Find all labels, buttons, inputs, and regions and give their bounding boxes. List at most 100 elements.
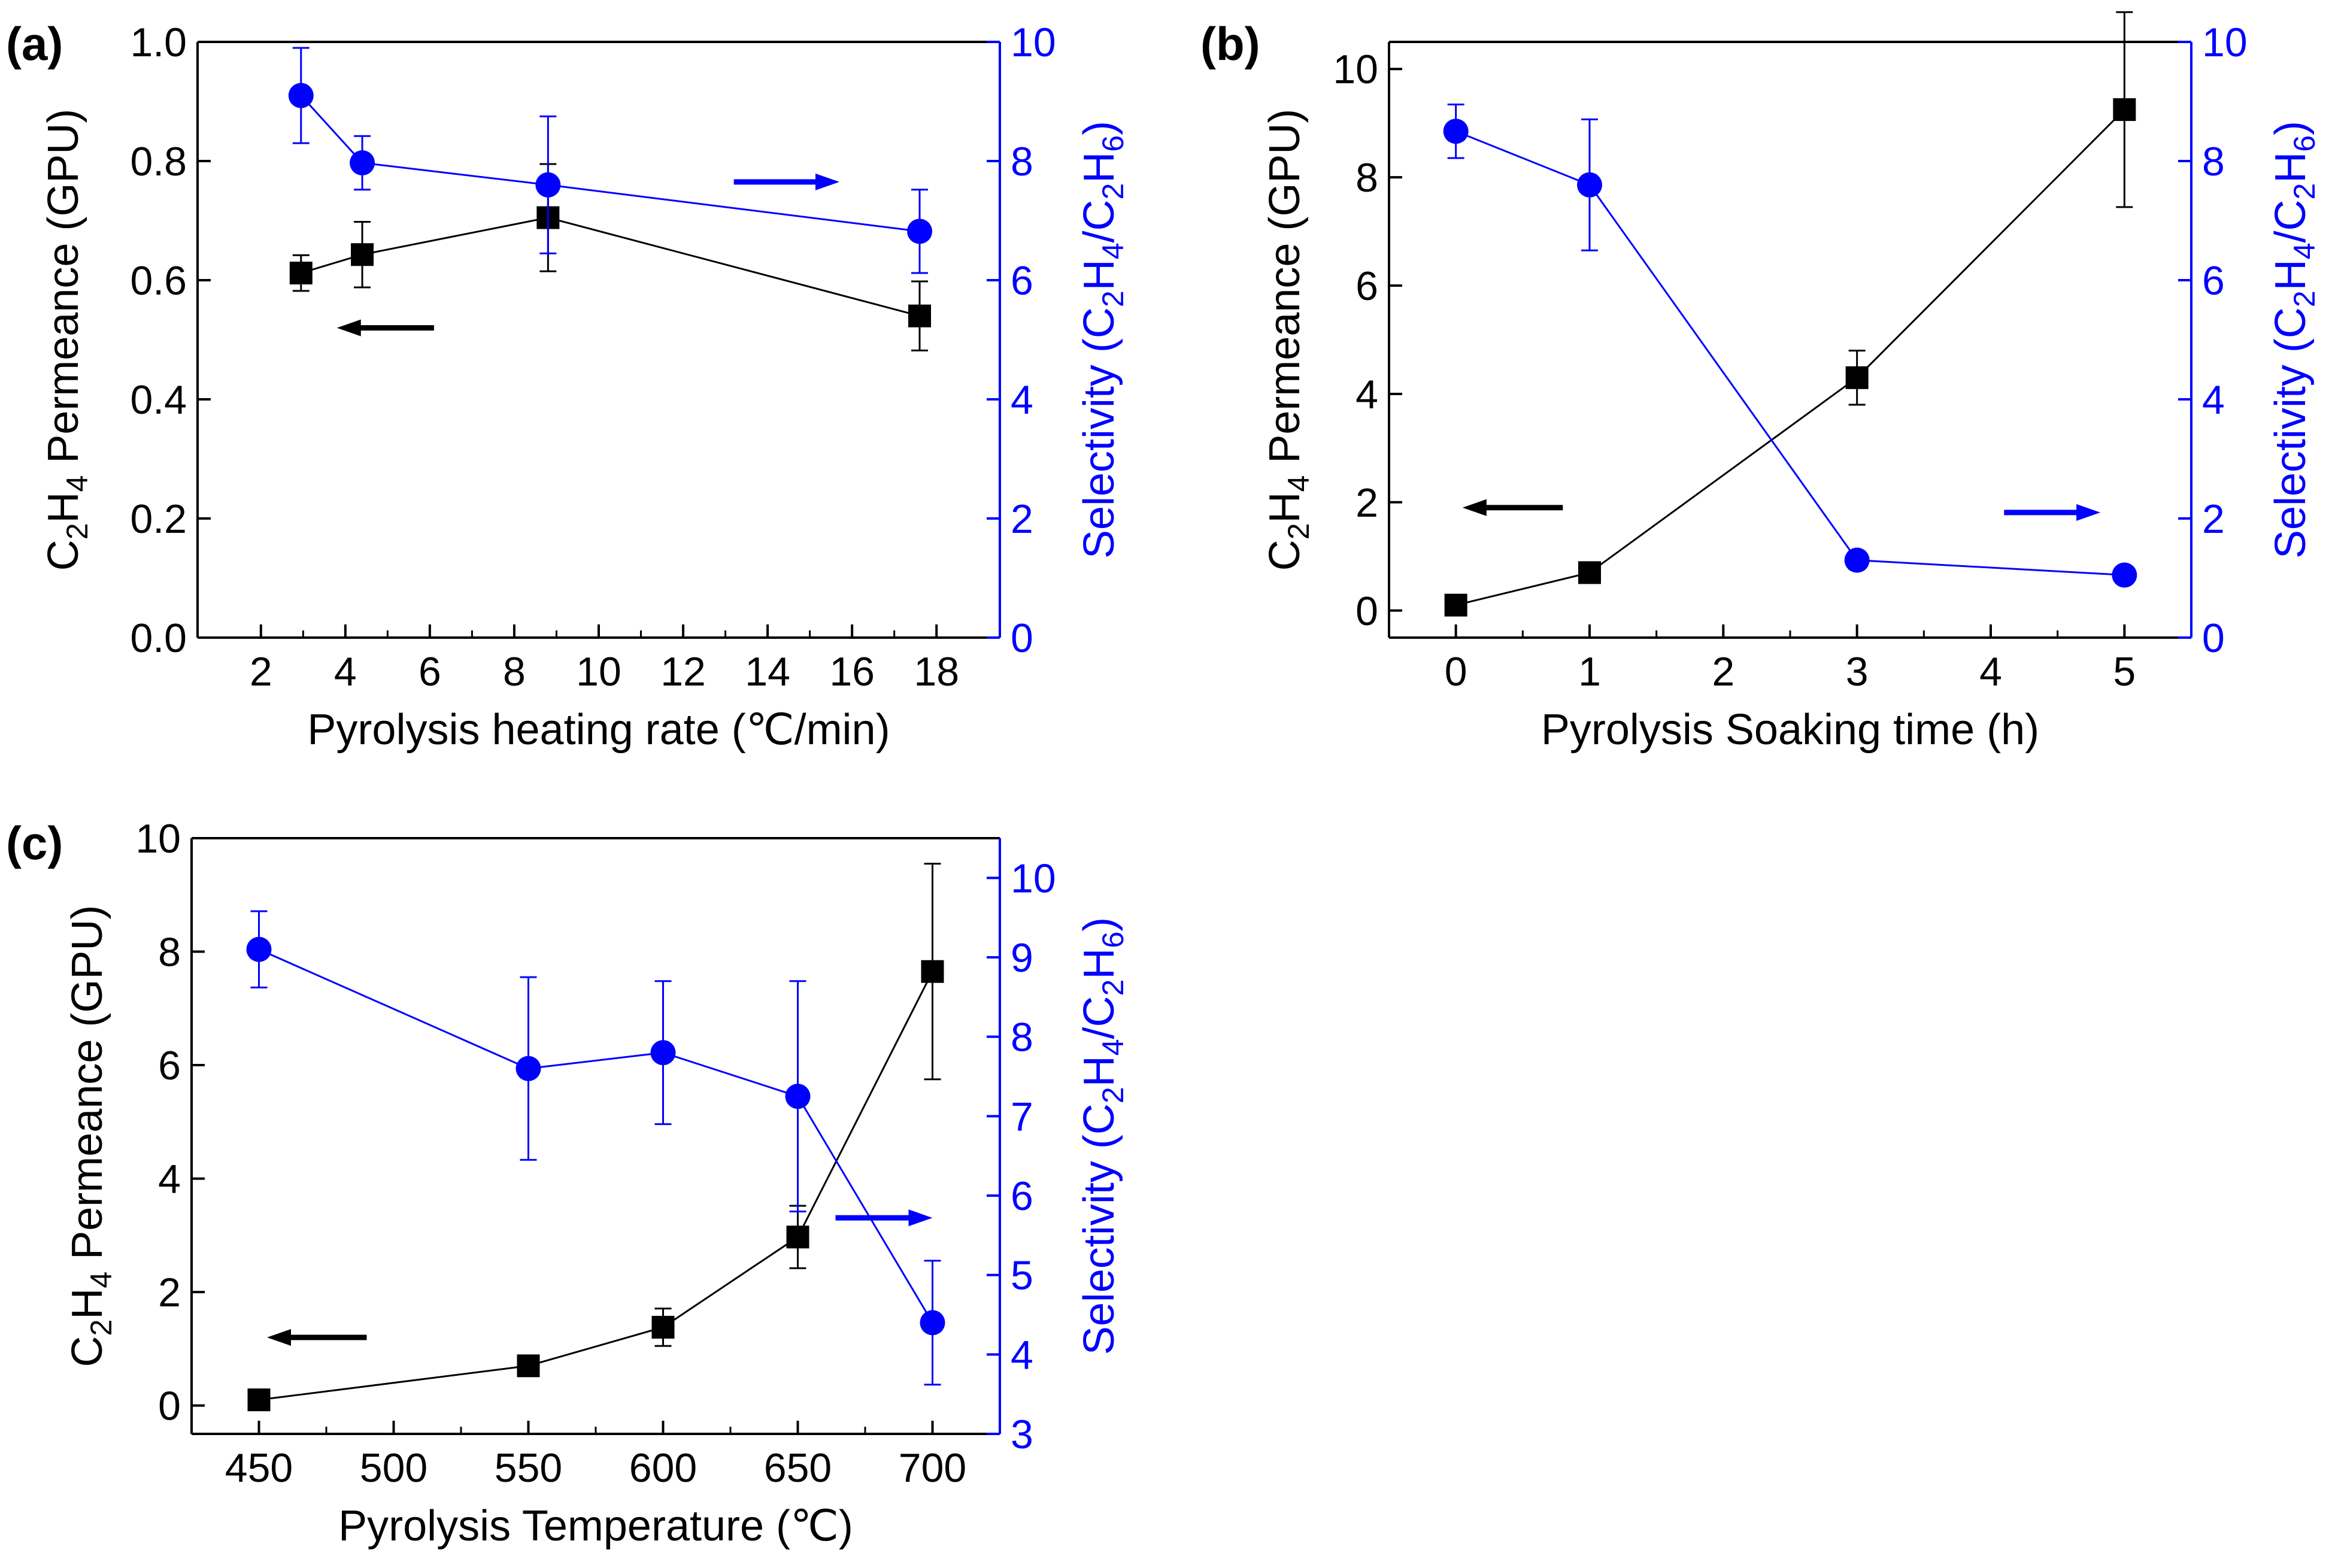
left-y-tick-label: 4 — [1355, 372, 1378, 417]
right-y-tick-label: 0 — [2202, 615, 2225, 661]
right-y-axis-title-part: 4 — [1096, 1039, 1130, 1056]
right-y-tick-label: 7 — [1011, 1094, 1033, 1139]
x-tick-label: 14 — [745, 649, 790, 694]
x-tick-label: 10 — [576, 649, 621, 694]
right-y-axis-title-part: 4 — [1096, 242, 1130, 259]
left-y-axis-title: C2H4 Permeance (GPU) — [1261, 109, 1315, 571]
left-y-tick-label: 0.0 — [130, 615, 187, 661]
right-y-axis-title-part: Selectivity (C — [2267, 307, 2315, 559]
permeance-point — [289, 262, 313, 285]
left-y-axis-title-part: C — [1261, 539, 1309, 571]
right-y-axis-title-part: 2 — [2288, 183, 2321, 200]
left-y-tick-label: 8 — [158, 930, 181, 975]
permeance-point — [908, 304, 931, 327]
permeance-point — [351, 243, 374, 266]
left-y-axis-title-part: 2 — [60, 523, 94, 540]
right-y-axis-title: Selectivity (C2H4/C2H6) — [2267, 121, 2321, 559]
panel-label: (b) — [1200, 17, 1260, 70]
x-tick-label: 4 — [334, 649, 357, 694]
panel-label: (a) — [6, 17, 63, 70]
right-y-axis-title-part: /C — [1075, 996, 1123, 1039]
right-y-axis-title-part: /C — [1075, 199, 1123, 242]
left-y-axis-title-part: C — [40, 539, 87, 571]
left-y-axis-title-part: H — [40, 492, 87, 523]
left-y-tick-label: 0 — [158, 1384, 181, 1429]
x-tick-label: 6 — [419, 649, 441, 694]
right-y-axis-title-part: H — [1075, 1056, 1123, 1087]
selectivity-point — [785, 1084, 811, 1109]
selectivity-point — [1844, 547, 1870, 573]
right-y-axis-title-part: H — [2267, 259, 2315, 290]
x-tick-label: 8 — [503, 649, 526, 694]
left-y-tick-label: 2 — [158, 1270, 181, 1315]
x-tick-label: 550 — [495, 1445, 562, 1491]
left-y-axis-title-part: H — [63, 1288, 111, 1320]
right-y-axis-title-part: H — [1075, 948, 1123, 979]
left-y-tick-label: 0.6 — [130, 258, 187, 304]
left-y-axis-title-part: 4 — [84, 1272, 118, 1288]
right-y-tick-label: 10 — [1011, 856, 1056, 901]
x-tick-label: 600 — [629, 1445, 697, 1491]
x-tick-label: 500 — [360, 1445, 427, 1491]
permeance-point — [1578, 561, 1601, 584]
left-y-axis-title-part: Permeance (GPU) — [40, 109, 87, 475]
permeance-point — [651, 1315, 675, 1339]
right-y-tick-label: 10 — [1011, 20, 1056, 65]
permeance-point — [247, 1388, 271, 1412]
permeance-series-line — [301, 216, 920, 317]
left-y-axis-title: C2H4 Permeance (GPU) — [63, 905, 118, 1367]
left-y-tick-label: 0 — [1355, 589, 1378, 634]
x-tick-label: 3 — [1846, 649, 1869, 694]
selectivity-point — [350, 150, 375, 175]
right-y-tick-label: 5 — [1011, 1253, 1033, 1299]
right-y-axis-title-part: 2 — [2288, 290, 2321, 307]
right-y-axis-title-part: H — [1075, 259, 1123, 290]
right-y-tick-label: 6 — [2202, 258, 2225, 304]
left-y-tick-label: 2 — [1355, 480, 1378, 526]
panel-label: (c) — [6, 817, 63, 869]
x-tick-label: 5 — [2113, 649, 2136, 694]
left-y-tick-label: 6 — [158, 1043, 181, 1088]
left-y-axis-title-part: 2 — [84, 1320, 118, 1336]
x-tick-label: 12 — [660, 649, 706, 694]
permeance-point — [2113, 98, 2136, 122]
left-axis-arrow-head — [336, 319, 361, 336]
x-tick-label: 2 — [250, 649, 272, 694]
left-y-tick-label: 8 — [1355, 155, 1378, 201]
right-axis-arrow-head — [908, 1209, 933, 1227]
right-y-tick-label: 2 — [1011, 496, 1033, 542]
right-y-axis-title-part: 6 — [1096, 135, 1130, 152]
left-y-tick-label: 0.2 — [130, 496, 187, 542]
x-tick-label: 450 — [225, 1445, 293, 1491]
permeance-series-line — [1455, 109, 2125, 606]
right-y-axis-title-part: 2 — [1096, 183, 1130, 200]
right-y-axis-title-part: 6 — [2288, 135, 2321, 152]
x-tick-label: 2 — [1712, 649, 1734, 694]
selectivity-point — [920, 1310, 945, 1336]
x-axis-title: Pyrolysis heating rate (℃/min) — [307, 706, 890, 754]
left-y-axis-title-part: H — [1261, 492, 1309, 523]
x-tick-label: 700 — [899, 1445, 966, 1491]
right-y-axis-title-part: H — [1075, 152, 1123, 183]
right-y-axis-title-part: Selectivity (C — [1075, 307, 1123, 559]
right-y-axis-title-part: 6 — [1096, 932, 1130, 948]
selectivity-series-line — [1455, 130, 2125, 577]
right-y-axis-title-part: H — [2267, 152, 2315, 183]
x-tick-label: 18 — [914, 649, 959, 694]
selectivity-point — [535, 172, 561, 198]
right-y-axis-title-part: 4 — [2288, 242, 2321, 259]
right-axis-arrow-head — [2076, 504, 2101, 521]
permeance-point — [517, 1354, 540, 1378]
right-y-axis-title-part: 2 — [1096, 979, 1130, 996]
right-y-tick-label: 4 — [2202, 377, 2225, 423]
right-y-axis-title-part: /C — [2267, 199, 2315, 242]
left-y-axis-title-part: 4 — [60, 475, 94, 492]
right-y-axis-title-part: ) — [1075, 121, 1123, 135]
left-y-tick-label: 4 — [158, 1157, 181, 1202]
left-axis-arrow-head — [1462, 499, 1487, 516]
right-y-axis-title-part: ) — [1075, 917, 1123, 932]
x-tick-label: 1 — [1578, 649, 1601, 694]
right-y-tick-label: 6 — [1011, 258, 1033, 304]
left-y-axis-title-part: Permeance (GPU) — [1261, 109, 1309, 475]
